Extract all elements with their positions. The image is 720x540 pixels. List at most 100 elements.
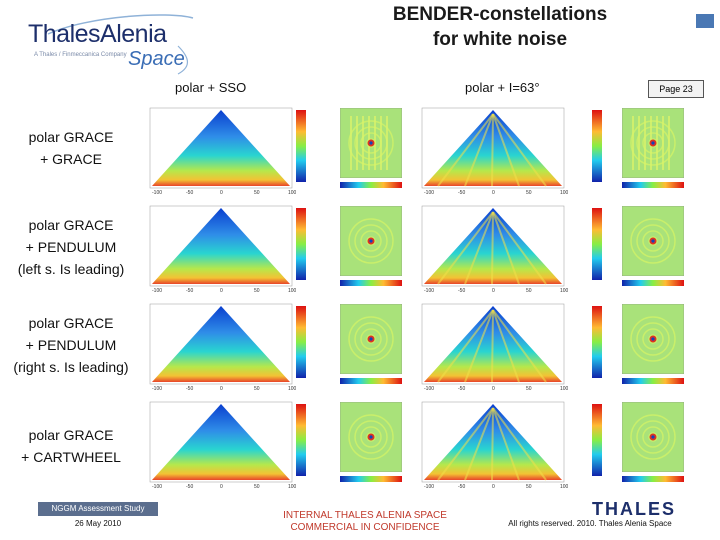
colorbar [296,306,306,378]
error-stripe [491,211,494,285]
error-triangle-plot: -100 -50 0 50 100 [149,205,296,294]
x-tick-label: 0 [220,288,223,294]
x-tick-label: 50 [254,386,260,392]
colorbar [592,404,602,476]
thales-logo: THALES [590,498,680,519]
covariance-plot [622,402,684,472]
column-header-i63: polar + I=63° [465,80,540,95]
error-stripe [491,407,494,481]
x-tick-label: -50 [186,190,193,196]
covariance-plot [622,108,684,178]
logo-tagline: A Thales / Finmeccanica Company [34,52,127,58]
covariance-plot [622,304,684,374]
row-label-line: polar GRACE [28,427,114,443]
error-triangle-plot: -100 -50 0 50 100 [421,303,568,392]
row-label-line: + CARTWHEEL [21,449,121,465]
error-triangle-plot: -100 -50 0 50 100 [149,107,296,196]
thales-wordmark: THALES [592,499,676,518]
error-stripe [464,309,494,383]
x-tick-label: 100 [560,386,568,392]
x-tick-label: 50 [254,190,260,196]
column-header-sso: polar + SSO [175,80,247,95]
x-tick-label: -50 [458,484,465,490]
error-field [152,208,290,284]
row-label-line: + PENDULUM [25,239,117,255]
x-tick-label: 50 [526,484,532,490]
row-label-grace-grace: polar GRACE + GRACE [2,126,140,170]
covariance-plot [622,206,684,276]
thales-alenia-logo: ThalesAlenia A Thales / Finmeccanica Com… [28,6,198,76]
row-label-line: + PENDULUM [25,337,117,353]
covariance-plot [340,206,402,276]
covariance-colorbar [622,182,684,188]
error-stripe [492,309,547,383]
x-tick-label: -100 [424,484,434,490]
row-label-line: polar GRACE [28,217,114,233]
confidentiality-notice: INTERNAL THALES ALENIA SPACE COMMERCIAL … [255,510,475,534]
row-label-pendulum-left: polar GRACE + PENDULUM (left s. Is leadi… [2,214,140,280]
thales-logo-icon: THALES [592,499,676,519]
x-tick-label: 0 [220,190,223,196]
study-name: NGGM Assessment Study [38,502,158,516]
error-stripe [492,407,520,481]
covariance-colorbar [622,476,684,482]
corner-accent [696,14,714,28]
x-tick-label: -50 [458,386,465,392]
slide-title: BENDER-constellations for white noise [330,2,670,52]
x-tick-label: -100 [152,190,162,196]
error-stripe [492,309,520,383]
error-stripe [492,113,547,187]
error-stripe [491,113,494,187]
logo-word: ThalesAlenia [28,20,167,48]
x-tick-label: 50 [526,386,532,392]
error-stripe [464,211,494,285]
colorbar [296,404,306,476]
row-label-line: (left s. Is leading) [17,261,125,277]
covariance-colorbar [340,182,402,188]
x-tick-label: -50 [186,386,193,392]
presentation-date: 26 May 2010 [74,519,122,528]
error-field [152,110,290,186]
error-stripe [437,113,494,187]
x-tick-label: 50 [526,190,532,196]
error-triangle-plot: -100 -50 0 50 100 [421,107,568,196]
x-tick-label: 0 [220,386,223,392]
x-tick-label: 0 [492,386,495,392]
covariance-colorbar [340,280,402,286]
covariance-plot [340,108,402,178]
x-tick-label: 0 [492,484,495,490]
error-triangle-plot: -100 -50 0 50 100 [421,205,568,294]
x-tick-label: -100 [152,288,162,294]
x-tick-label: -100 [424,190,434,196]
title-line-2: for white noise [432,29,568,50]
confidentiality-line: INTERNAL THALES ALENIA SPACE [283,510,447,521]
error-stripe [492,113,520,187]
x-tick-label: -100 [424,288,434,294]
x-tick-label: -100 [424,386,434,392]
covariance-colorbar [622,378,684,384]
error-stripe [492,211,520,285]
row-label-cartwheel: polar GRACE + CARTWHEEL [2,424,140,468]
colorbar [592,110,602,182]
row-label-pendulum-right: polar GRACE + PENDULUM (right s. Is lead… [2,312,140,378]
error-stripe [464,113,494,187]
error-stripe [491,309,494,383]
error-triangle-plot: -100 -50 0 50 100 [149,401,296,490]
error-stripe [437,211,494,285]
x-tick-label: -50 [458,190,465,196]
covariance-colorbar [622,280,684,286]
covariance-colorbar [340,378,402,384]
logo-swoosh-icon [47,14,194,75]
colorbar [296,110,306,182]
x-tick-label: -50 [186,288,193,294]
x-tick-label: 100 [560,288,568,294]
x-tick-label: 100 [288,190,296,196]
error-field [152,306,290,382]
error-triangle-plot: -100 -50 0 50 100 [149,303,296,392]
covariance-colorbar [340,476,402,482]
x-tick-label: 100 [560,190,568,196]
x-tick-label: 100 [288,288,296,294]
x-tick-label: 50 [254,288,260,294]
error-stripe [464,407,494,481]
x-tick-label: 100 [288,386,296,392]
